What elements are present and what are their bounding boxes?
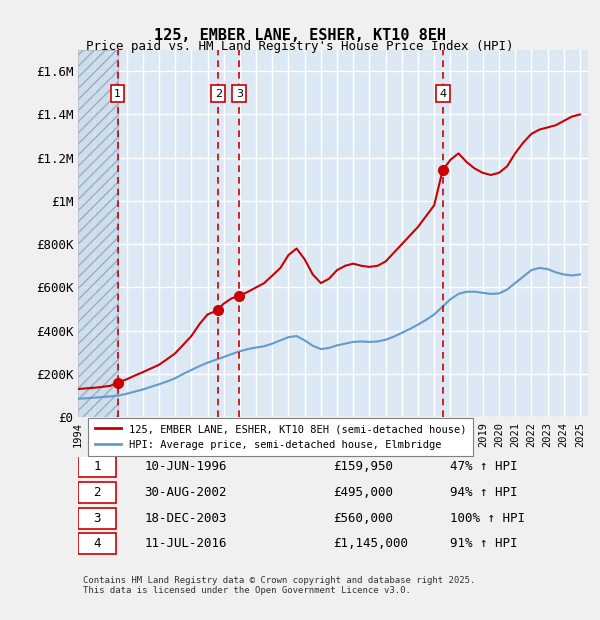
FancyBboxPatch shape [78, 533, 116, 554]
Text: 10-JUN-1996: 10-JUN-1996 [145, 460, 227, 473]
Text: 30-AUG-2002: 30-AUG-2002 [145, 486, 227, 499]
Legend: 125, EMBER LANE, ESHER, KT10 8EH (semi-detached house), HPI: Average price, semi: 125, EMBER LANE, ESHER, KT10 8EH (semi-d… [88, 418, 473, 456]
Text: Contains HM Land Registry data © Crown copyright and database right 2025.
This d: Contains HM Land Registry data © Crown c… [83, 576, 475, 595]
Text: £495,000: £495,000 [333, 486, 393, 499]
Text: 47% ↑ HPI: 47% ↑ HPI [450, 460, 518, 473]
Text: £159,950: £159,950 [333, 460, 393, 473]
Text: Price paid vs. HM Land Registry's House Price Index (HPI): Price paid vs. HM Land Registry's House … [86, 40, 514, 53]
Text: 2: 2 [93, 486, 101, 499]
Text: 4: 4 [93, 538, 101, 551]
FancyBboxPatch shape [78, 508, 116, 529]
FancyBboxPatch shape [78, 482, 116, 503]
Text: 3: 3 [236, 89, 243, 99]
Text: 100% ↑ HPI: 100% ↑ HPI [450, 512, 526, 525]
Text: 18-DEC-2003: 18-DEC-2003 [145, 512, 227, 525]
Text: 1: 1 [114, 89, 121, 99]
Bar [78, 50, 118, 417]
Text: 1: 1 [93, 460, 101, 473]
Text: 2: 2 [215, 89, 222, 99]
Text: £560,000: £560,000 [333, 512, 393, 525]
Text: 3: 3 [93, 512, 101, 525]
Text: 94% ↑ HPI: 94% ↑ HPI [450, 486, 518, 499]
Text: 125, EMBER LANE, ESHER, KT10 8EH: 125, EMBER LANE, ESHER, KT10 8EH [154, 28, 446, 43]
Text: 4: 4 [439, 89, 446, 99]
FancyBboxPatch shape [78, 456, 116, 477]
Text: 91% ↑ HPI: 91% ↑ HPI [450, 538, 518, 551]
Text: 11-JUL-2016: 11-JUL-2016 [145, 538, 227, 551]
Text: £1,145,000: £1,145,000 [333, 538, 408, 551]
